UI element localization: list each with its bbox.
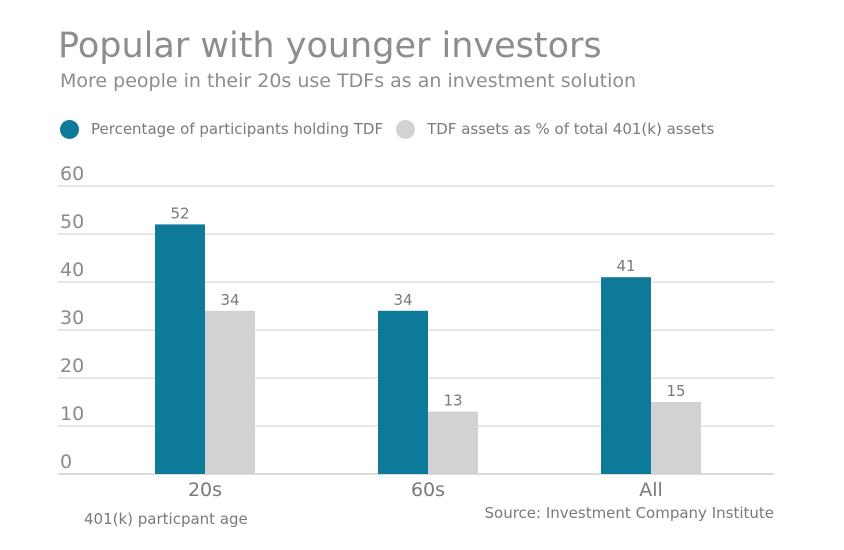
data-label: 15 bbox=[666, 382, 685, 400]
data-label: 13 bbox=[443, 392, 462, 410]
data-label: 52 bbox=[170, 204, 189, 222]
bar-assets bbox=[651, 402, 701, 474]
bar-holding bbox=[601, 277, 651, 474]
bar-holding bbox=[378, 310, 428, 474]
x-tick-label: All bbox=[639, 479, 663, 501]
data-label: 41 bbox=[616, 257, 635, 275]
legend-item-holding: Percentage of participants holding TDF bbox=[60, 119, 384, 139]
x-tick-label: 20s bbox=[188, 479, 222, 501]
legend-swatch-holding bbox=[60, 119, 79, 139]
data-label: 34 bbox=[393, 291, 412, 309]
y-tick-label: 0 bbox=[60, 451, 72, 473]
x-axis-title: 401(k) particpant age bbox=[84, 510, 248, 528]
x-tick-label: 60s bbox=[411, 479, 445, 501]
y-tick-label: 60 bbox=[60, 163, 84, 185]
legend-swatch-assets bbox=[396, 119, 416, 139]
data-label: 34 bbox=[220, 291, 239, 309]
source-note: Source: Investment Company Institute bbox=[484, 504, 775, 522]
legend-item-assets: TDF assets as % of total 401(k) assets bbox=[396, 119, 715, 139]
bar-assets bbox=[428, 411, 478, 474]
y-tick-label: 50 bbox=[60, 211, 84, 233]
chart-subtitle: More people in their 20s use TDFs as an … bbox=[60, 70, 637, 92]
chart-title: Popular with younger investors bbox=[58, 26, 602, 66]
y-tick-label: 30 bbox=[60, 307, 84, 329]
y-tick-label: 40 bbox=[60, 259, 84, 281]
legend-label-holding: Percentage of participants holding TDF bbox=[91, 120, 384, 138]
bar-holding bbox=[155, 224, 205, 474]
legend-label-assets: TDF assets as % of total 401(k) assets bbox=[427, 120, 715, 138]
bar-assets bbox=[205, 310, 255, 474]
y-tick-label: 10 bbox=[60, 403, 84, 425]
y-tick-label: 20 bbox=[60, 355, 84, 377]
legend: Percentage of participants holding TDF T… bbox=[60, 117, 727, 141]
